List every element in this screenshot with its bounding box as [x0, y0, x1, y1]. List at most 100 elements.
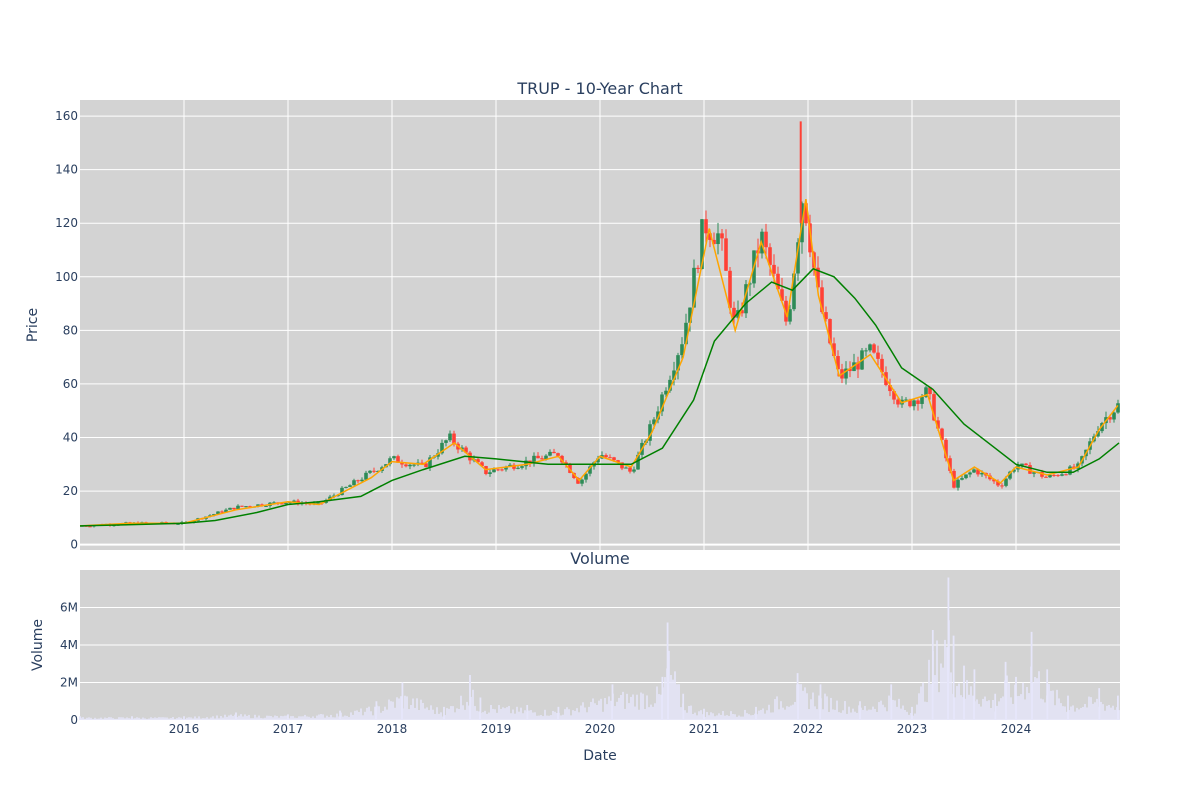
x-axis-title: Date [583, 748, 616, 764]
volume-bar [306, 716, 308, 720]
volume-bar [988, 700, 990, 720]
candle-body [588, 466, 592, 474]
volume-bar [406, 696, 408, 720]
candle-body [932, 394, 936, 421]
volume-bar [134, 718, 136, 720]
candle-body [868, 344, 872, 351]
moving-average-line-ma100 [79, 267, 1120, 527]
candle-body [520, 466, 524, 468]
candle-body [1028, 465, 1032, 474]
candle-body [712, 239, 716, 245]
candle-body [708, 233, 712, 240]
candle-body [828, 319, 832, 344]
volume-bar [150, 717, 152, 720]
volume-bar [1068, 710, 1070, 720]
volume-bar [250, 718, 252, 720]
volume-bar [1050, 690, 1052, 720]
volume-bar [910, 712, 912, 720]
candle-body [976, 469, 980, 475]
volume-bar [372, 715, 374, 720]
volume-bar [148, 718, 150, 720]
volume-bar-peak [1098, 688, 1101, 720]
volume-bar [280, 715, 282, 720]
candle-body [552, 451, 556, 454]
price-moving-averages [79, 198, 1120, 527]
volume-bar [296, 717, 298, 720]
candle-body [636, 454, 640, 470]
candle-body [392, 456, 396, 459]
volume-bar [490, 705, 492, 720]
volume-bar [942, 667, 944, 720]
volume-bar-peak [611, 684, 614, 720]
price-y-tick-label: 60 [63, 377, 78, 391]
volume-bar [1116, 707, 1118, 720]
volume-bar [370, 711, 372, 720]
volume-bar [1008, 683, 1010, 720]
volume-bar [302, 716, 304, 720]
volume-bar [1104, 710, 1106, 720]
volume-bar [414, 707, 416, 720]
volume-bar [208, 718, 210, 720]
candle-body [1000, 485, 1004, 487]
volume-bar [888, 695, 890, 720]
candle-body [912, 400, 916, 407]
volume-bar [186, 717, 188, 720]
candle-body [928, 387, 932, 395]
volume-bar [958, 683, 960, 720]
candle-body [576, 478, 580, 484]
candle-body [1112, 412, 1116, 420]
volume-bar [1006, 675, 1008, 720]
volume-bar [1118, 710, 1120, 720]
volume-bar [470, 696, 472, 720]
volume-bar [292, 716, 294, 720]
volume-bar [420, 699, 422, 720]
volume-bar [364, 711, 366, 720]
candle-body [1064, 474, 1068, 476]
candle-body [1052, 474, 1056, 476]
volume-bar [924, 701, 926, 720]
volume-bar [756, 714, 758, 720]
volume-bar [1038, 671, 1040, 720]
volume-bar [840, 712, 842, 720]
volume-bar [82, 717, 84, 720]
volume-bar [176, 718, 178, 720]
candle-body [400, 462, 404, 465]
volume-bar [354, 710, 356, 720]
volume-bar [298, 716, 300, 720]
volume-bar [210, 717, 212, 720]
candle-body [348, 485, 352, 487]
volume-bar [1032, 682, 1034, 720]
volume-bar [616, 701, 618, 720]
candle-body [340, 487, 344, 496]
volume-bar [858, 705, 860, 720]
volume-bar [312, 716, 314, 720]
volume-bar [824, 693, 826, 720]
volume-bar [156, 717, 158, 720]
volume-bar [112, 718, 114, 720]
volume-bar [514, 713, 516, 720]
volume-bar [92, 719, 94, 720]
volume-bar-peak [79, 716, 81, 720]
volume-bar [634, 706, 636, 720]
candle-body [1044, 476, 1048, 478]
candle-body [1024, 463, 1028, 466]
candle-body [956, 479, 960, 488]
volume-bar [1108, 705, 1110, 720]
volume-bar-peak [287, 714, 289, 720]
volume-bar [1022, 682, 1024, 720]
price-y-tick-label: 0 [70, 538, 78, 552]
candle-body [292, 500, 296, 503]
volume-bar [1088, 696, 1090, 720]
volume-bar [394, 707, 396, 720]
volume-bar [648, 707, 650, 720]
candle-body [964, 474, 968, 479]
candle-body [88, 526, 92, 528]
volume-bar [1064, 706, 1066, 720]
volume-bar [848, 706, 850, 720]
candle-body [616, 460, 620, 463]
candle-body [676, 355, 680, 371]
volume-bar [1100, 701, 1102, 720]
volume-bar [204, 718, 206, 720]
candle-body [396, 456, 400, 463]
